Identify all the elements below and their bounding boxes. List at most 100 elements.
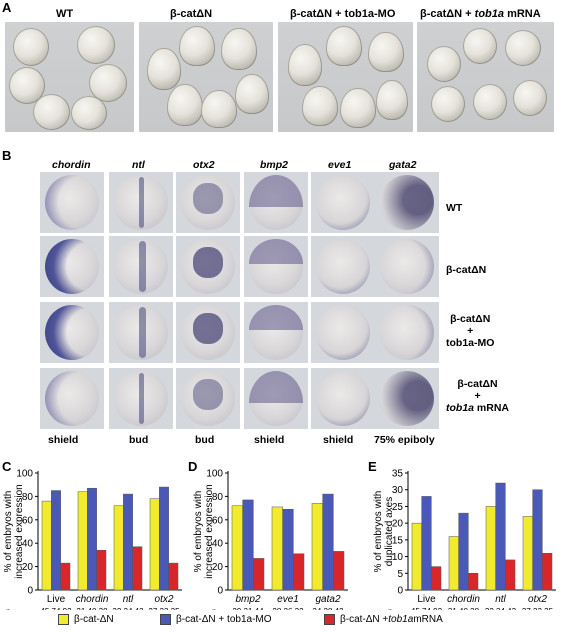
embryo <box>45 239 99 294</box>
x-tick-label: chordin <box>447 594 480 605</box>
embryo <box>77 26 115 64</box>
in-situ-image <box>244 236 308 297</box>
bar <box>505 559 516 591</box>
y-tick-label: 25 <box>392 502 404 513</box>
y-tick-label: 15 <box>392 535 404 546</box>
legend-swatch-red <box>324 614 335 625</box>
embryo <box>316 371 370 426</box>
bar <box>168 562 179 591</box>
stain <box>192 379 224 410</box>
embryo <box>249 175 303 230</box>
legend-label: β-cat-ΔN + tob1a-MO <box>176 614 272 625</box>
y-tick-label: 0 <box>217 586 223 597</box>
panel-b-letter: B <box>2 148 12 163</box>
embryo <box>368 32 404 72</box>
panel-a-title4-tail: mRNA <box>504 8 541 20</box>
in-situ-image <box>109 302 173 363</box>
bar <box>411 522 422 591</box>
embryo <box>33 94 70 130</box>
stain <box>380 239 434 294</box>
n-count-label: 45 74 92 <box>411 607 443 610</box>
stain <box>45 305 99 360</box>
x-tick-label: Live <box>417 594 436 605</box>
embryo <box>181 175 235 230</box>
embryo <box>505 30 541 66</box>
y-tick-label: 80 <box>212 492 224 503</box>
embryo <box>147 48 181 90</box>
bar <box>253 558 265 591</box>
bar <box>495 482 506 591</box>
stain <box>192 313 224 344</box>
embryo <box>45 371 99 426</box>
n-count-label: 28 26 32 <box>272 607 304 610</box>
panel-a-letter: A <box>2 0 12 15</box>
photo-bcat-mo-embryos <box>278 22 413 132</box>
bar <box>77 491 88 591</box>
y-tick-label: 100 <box>206 469 223 480</box>
gene-header-otx2: otx2 <box>193 159 215 171</box>
in-situ-image <box>311 236 375 297</box>
n-count-label: 27 33 35 <box>148 607 180 610</box>
y-tick-label: 35 <box>392 469 404 480</box>
bar <box>468 573 479 591</box>
n-count-label: 31 40 38 <box>76 607 108 610</box>
embryo <box>167 84 203 126</box>
y-tick-label: 60 <box>212 515 224 526</box>
in-situ-image <box>375 236 439 297</box>
embryo <box>114 175 168 230</box>
bar <box>293 553 305 591</box>
bar <box>87 487 97 591</box>
y-tick-label: 5 <box>397 569 403 580</box>
bar <box>132 546 143 591</box>
bar <box>421 496 432 591</box>
y-tick-label: 20 <box>212 562 224 573</box>
embryo <box>380 175 434 230</box>
bar <box>333 551 345 591</box>
in-situ-image <box>375 172 439 233</box>
n-count-label: 32 34 43 <box>112 607 144 610</box>
bar <box>51 490 61 591</box>
stage-label-bmp2: shield <box>254 434 285 446</box>
stain <box>138 241 147 292</box>
bar <box>149 498 160 591</box>
bar <box>96 549 107 591</box>
stain <box>316 175 370 230</box>
in-situ-image <box>40 302 104 363</box>
in-situ-image <box>375 302 439 363</box>
bar <box>159 486 169 591</box>
embryo <box>326 26 362 66</box>
embryo <box>316 175 370 230</box>
embryo <box>181 371 235 426</box>
panel-d-letter: D <box>188 459 198 474</box>
embryo <box>431 86 465 122</box>
y-tick-label: 60 <box>22 515 34 526</box>
in-situ-image <box>40 236 104 297</box>
stage-label-eve1: shield <box>323 434 354 446</box>
stain <box>249 305 303 330</box>
y-axis-label: increased expression <box>204 484 215 579</box>
x-tick-label: Live <box>47 594 66 605</box>
x-tick-label: bmp2 <box>235 594 260 605</box>
panel-c-letter: C <box>2 459 12 474</box>
legend-label-prefix: β-cat-ΔN + <box>340 614 389 625</box>
bar <box>123 493 133 591</box>
stain <box>192 247 224 278</box>
embryo <box>181 239 235 294</box>
y-axis-label: % of embryos with <box>373 491 384 573</box>
embryo <box>380 239 434 294</box>
photo-bcat-embryos <box>139 22 273 132</box>
n-prefix-label: n = <box>6 607 18 610</box>
embryo <box>71 96 107 130</box>
in-situ-image <box>40 368 104 429</box>
embryo <box>235 74 269 114</box>
stain <box>316 239 370 294</box>
n-prefix-label: n = <box>212 607 224 610</box>
n-count-label: 34 28 42 <box>312 607 344 610</box>
gene-header-gata2: gata2 <box>389 159 417 171</box>
stain <box>249 371 303 403</box>
x-tick-label: chordin <box>76 594 109 605</box>
row-label-wt: WT <box>446 202 463 214</box>
embryo <box>179 26 215 66</box>
row-label-line: + <box>474 390 481 402</box>
stain <box>316 371 370 426</box>
